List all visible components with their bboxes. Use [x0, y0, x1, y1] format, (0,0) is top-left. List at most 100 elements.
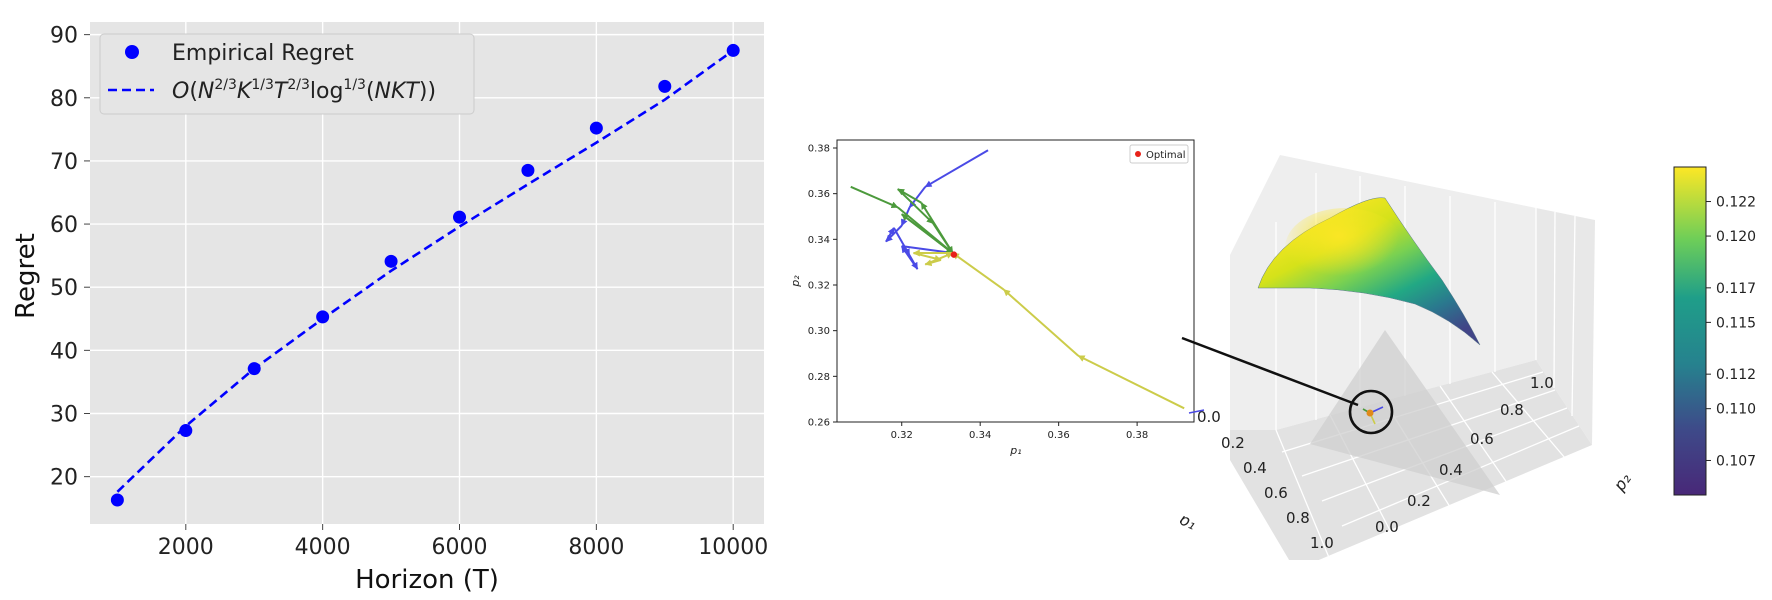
colorbar-tick-label: 0.107	[1716, 453, 1756, 469]
zoom-circle	[1348, 389, 1394, 435]
colorbar-tick-label: 0.115	[1716, 315, 1756, 331]
data-point	[247, 362, 261, 376]
trajectory-blue-segment	[924, 149, 989, 188]
colorbar-tick-label: 0.117	[1716, 281, 1756, 297]
tick-labels: 2000 4000 6000 8000 10000 20 30 40 50 60 70 80 90	[50, 24, 768, 560]
p2-tick-label: 0.6	[1470, 430, 1494, 448]
colorbar-ticks: 0.107 0.110 0.112 0.115 0.117 0.120 0.122	[1706, 195, 1756, 469]
legend-label-theory: O(N2/3K1/3T2/3log1/3(NKT))	[172, 77, 436, 104]
data-point	[384, 254, 398, 268]
p1-tick-label: 0.8	[1286, 509, 1310, 527]
inset-ticks: 0.32 0.34 0.36 0.38 0.26 0.28 0.30 0.32 0.34 0.36…	[808, 143, 1149, 441]
trajectory-yellow-segment	[1077, 354, 1185, 410]
inset-y-tick-label: 0.36	[808, 189, 830, 200]
p1-tick-label: 0.2	[1221, 434, 1245, 452]
y-axis-title: Regret	[11, 233, 41, 319]
data-point	[521, 163, 535, 177]
p1-tick-label: 0.6	[1264, 484, 1288, 502]
inset-x-tick-label: 0.32	[891, 430, 913, 441]
p1-tick-label: 0.0	[1197, 408, 1221, 426]
trajectory-yellow-segment	[952, 252, 1005, 291]
legend-marker-empirical	[125, 45, 139, 59]
optimal-point	[950, 251, 958, 258]
svg-text:O(N2/3K1/3T2/3log1/3(NKT)): O(N2/3K1/3T2/3log1/3(NKT))	[172, 77, 436, 104]
data-point	[316, 310, 330, 324]
x-tick-label: 4000	[295, 535, 351, 560]
inset-y-tick-label: 0.26	[808, 418, 830, 429]
y-tick-label: 40	[50, 339, 78, 364]
x-tick-label: 8000	[568, 535, 624, 560]
p1-ticks: 0.00.2 0.4 0.6 0.81.0	[1197, 408, 1334, 552]
colorbar-tick-label: 0.122	[1716, 195, 1756, 211]
trajectory-blue-segment	[901, 245, 954, 256]
inset-x-tick-label: 0.34	[969, 430, 991, 441]
surface-highlight	[1285, 208, 1405, 288]
optimum-dot-3d	[1366, 409, 1374, 417]
y-tick-label: 20	[50, 466, 78, 491]
p2-tick-label: 0.4	[1439, 461, 1463, 479]
inset-y-tick-label: 0.34	[808, 235, 830, 246]
trajectory-green-segment	[897, 188, 934, 225]
inset-legend: Optimal	[1129, 144, 1189, 164]
legend-marker-optimal	[1135, 151, 1141, 157]
p2-tick-label: 0.0	[1375, 518, 1399, 536]
x-axis-title: Horizon (T)	[355, 565, 499, 595]
p2-ticks: 0.0 0.2 0.4 0.6 0.8 1.0	[1375, 374, 1554, 536]
theory-curve	[116, 49, 734, 493]
colorbar-gradient	[1673, 166, 1707, 496]
inset-y-tick-label: 0.30	[808, 326, 830, 337]
inset-x-tick-label: 0.36	[1048, 430, 1070, 441]
data-point	[179, 424, 193, 438]
regret-points	[110, 43, 740, 507]
x-tick-label: 10000	[698, 535, 768, 560]
trajectory-yellow-segment	[913, 252, 942, 262]
trajectory-green-segment	[850, 185, 899, 209]
zoom-connector	[1181, 336, 1359, 407]
data-point	[453, 210, 467, 224]
inset-y-title: p₂	[789, 275, 802, 288]
colorbar-tick-label: 0.112	[1716, 367, 1756, 383]
y-tick-label: 70	[50, 150, 78, 175]
trajectories	[850, 149, 1185, 410]
y-tick-label: 80	[50, 87, 78, 112]
trajectory-green-segment	[901, 213, 954, 254]
trajectory-blue-segment	[900, 245, 919, 270]
inset-x-title: p₁	[1009, 444, 1021, 457]
colorbar-tick-label: 0.120	[1716, 229, 1756, 245]
legend-box	[99, 33, 475, 115]
inset-plot-area	[836, 139, 1195, 423]
trajectory-yellow-segment	[924, 252, 954, 266]
x-tick-label: 6000	[432, 535, 488, 560]
p2-tick-label: 0.2	[1407, 492, 1431, 510]
data-point	[110, 493, 124, 507]
simplex-shadow	[1310, 330, 1500, 495]
inset-y-tick-label: 0.32	[808, 280, 830, 291]
p2-tick-label: 0.8	[1500, 401, 1524, 419]
inset-y-tick-label: 0.38	[808, 143, 830, 154]
y-tick-label: 90	[50, 24, 78, 49]
surface-3d-panel: 0.00.20.40.60.81.0 0.00.20.40.60.81.0 p₁…	[1180, 155, 1635, 560]
p2-tick-label: 1.0	[1530, 374, 1554, 392]
y-tick-label: 30	[50, 402, 78, 427]
x-tick-label: 2000	[158, 535, 214, 560]
trajectory-yellow-segment	[1003, 288, 1079, 357]
legend: Empirical Regret O(N2/3K1/3T2/3log1/3(NK…	[99, 33, 475, 115]
legend-label-empirical: Empirical Regret	[172, 41, 354, 66]
inset-y-tick-label: 0.28	[808, 372, 830, 383]
optimum-marker-3d	[1188, 409, 1205, 414]
data-point	[589, 121, 603, 135]
trajectory-inset: 0.32 0.34 0.36 0.38 0.26 0.28 0.30 0.32 0.34 0.36…	[789, 139, 1195, 457]
colorbar-tick-label: 0.110	[1716, 402, 1756, 418]
legend-label-optimal: Optimal	[1146, 150, 1186, 161]
trajectory-blue-segment	[885, 227, 895, 243]
colorbar: 0.107 0.110 0.112 0.115 0.117 0.120 0.122	[1673, 166, 1756, 496]
y-tick-label: 50	[50, 276, 78, 301]
p1-tick-label: 1.0	[1310, 534, 1334, 552]
side-pane	[1536, 208, 1595, 445]
data-point	[726, 43, 740, 57]
inset-legend-box	[1129, 144, 1189, 164]
inset-x-tick-label: 0.38	[1126, 430, 1148, 441]
y-tick-label: 60	[50, 213, 78, 238]
trajectory-green-segment	[897, 188, 922, 204]
